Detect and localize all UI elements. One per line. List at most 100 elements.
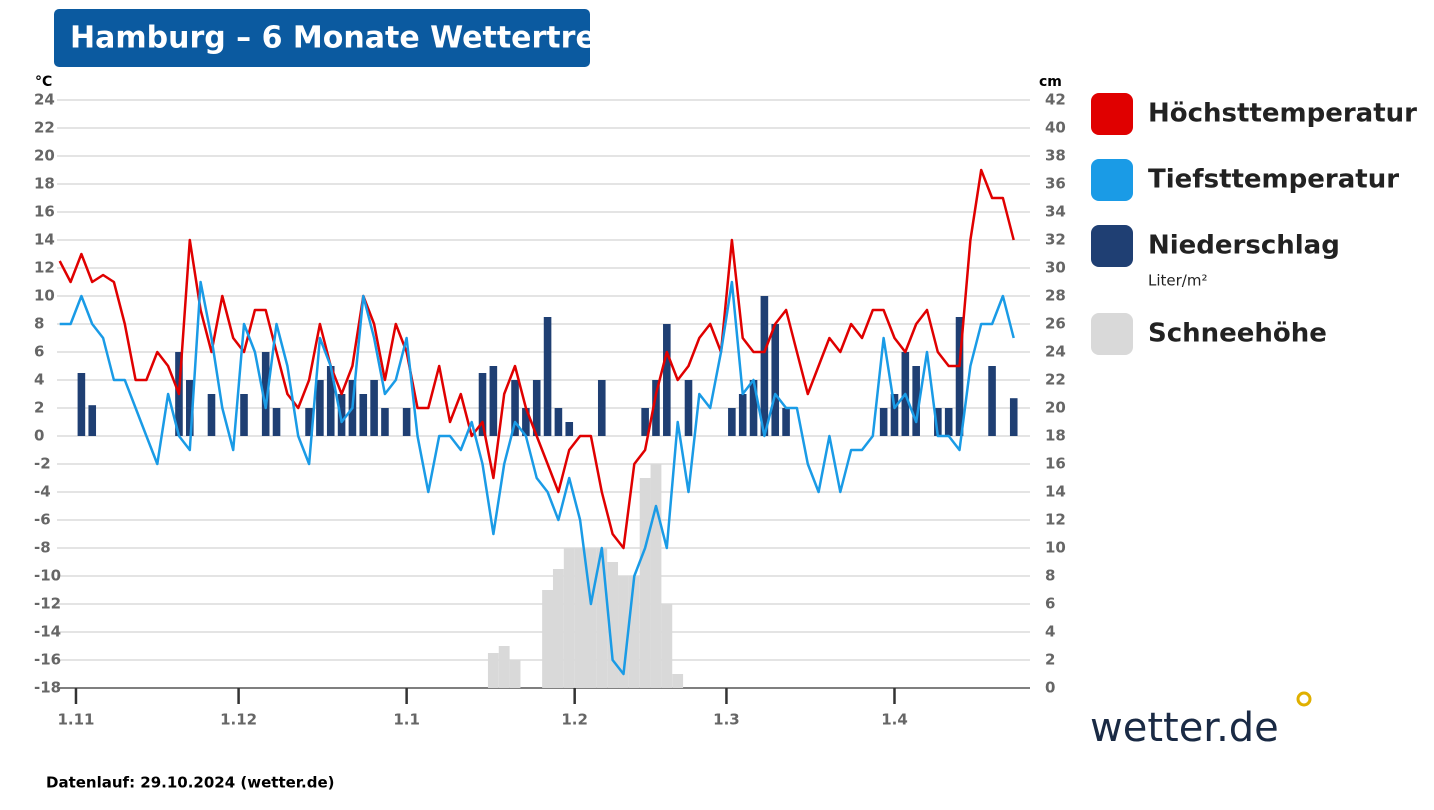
bar xyxy=(498,646,510,688)
y2-tick-label: 32 xyxy=(1045,231,1066,249)
bar xyxy=(672,674,684,688)
bar xyxy=(509,660,521,688)
y2-tick-label: 30 xyxy=(1045,259,1066,277)
y2-tick-label: 12 xyxy=(1045,511,1066,529)
y2-tick-label: 6 xyxy=(1045,595,1055,613)
bar xyxy=(402,408,411,436)
y-tick-label: 20 xyxy=(34,147,55,165)
bar xyxy=(641,408,649,436)
bar xyxy=(944,408,953,436)
y2-tick-label: 8 xyxy=(1045,567,1055,585)
bar xyxy=(478,373,487,436)
bar xyxy=(771,324,780,436)
legend-label: Niederschlag xyxy=(1148,231,1340,261)
bar xyxy=(879,408,888,436)
y-tick-label: -8 xyxy=(34,539,51,557)
y2-tick-label: 24 xyxy=(1045,343,1066,361)
y-tick-label: 14 xyxy=(34,231,55,249)
legend-swatch xyxy=(1091,225,1133,267)
bar xyxy=(890,394,899,436)
bar xyxy=(749,380,758,436)
bar xyxy=(316,380,324,436)
bar xyxy=(511,380,519,436)
y2-tick-label: 4 xyxy=(1045,623,1055,641)
y2-tick-label: 14 xyxy=(1045,483,1066,501)
bar xyxy=(532,380,541,436)
bar xyxy=(782,408,790,436)
bar xyxy=(186,380,194,436)
logo-dot xyxy=(1296,691,1312,707)
y-tick-label: 0 xyxy=(34,427,44,445)
bar xyxy=(381,408,389,436)
x-tick-label: 1.2 xyxy=(561,711,588,729)
bar xyxy=(596,548,608,688)
legend-swatch xyxy=(1091,313,1133,355)
bar xyxy=(305,408,313,436)
bar xyxy=(552,569,564,688)
legend-swatch xyxy=(1091,159,1133,201)
y2-tick-label: 42 xyxy=(1045,91,1066,109)
y-tick-label: -14 xyxy=(34,623,61,641)
line xyxy=(59,280,1015,676)
y-tick-label: 24 xyxy=(34,91,55,109)
title-box xyxy=(54,9,590,67)
y-tick-label: -16 xyxy=(34,651,61,669)
x-tick-label: 1.11 xyxy=(57,711,94,729)
bar xyxy=(934,408,942,436)
x-tick-label: 1.1 xyxy=(393,711,420,729)
bar xyxy=(489,366,498,436)
bar xyxy=(728,408,736,436)
bar xyxy=(912,366,920,436)
y-tick-label: 12 xyxy=(34,259,55,277)
footer: Datenlauf: 29.10.2024 (wetter.de) xyxy=(46,774,335,792)
y2-tick-label: 18 xyxy=(1045,427,1066,445)
bar xyxy=(563,548,575,688)
bar xyxy=(261,352,270,436)
bar xyxy=(1009,398,1018,436)
y2-tick-label: 26 xyxy=(1045,315,1066,333)
y2-tick-label: 16 xyxy=(1045,455,1066,473)
bar xyxy=(585,548,597,688)
bar xyxy=(618,576,629,688)
bar xyxy=(88,405,97,436)
y2-unit: cm xyxy=(1039,74,1062,90)
bar xyxy=(760,296,769,436)
legend-unit: Liter/m² xyxy=(1148,272,1207,290)
y-unit: °C xyxy=(35,74,52,90)
bar xyxy=(607,562,619,688)
bar xyxy=(684,380,693,436)
bar xyxy=(628,576,640,688)
y-tick-label: 10 xyxy=(34,287,55,305)
bar xyxy=(240,394,248,436)
y-tick-label: 22 xyxy=(34,119,55,137)
legend-swatch xyxy=(1091,93,1133,135)
bar xyxy=(522,408,530,436)
y2-tick-label: 40 xyxy=(1045,119,1066,137)
bar xyxy=(738,394,747,436)
y2-tick-label: 0 xyxy=(1045,679,1055,697)
legend-label: Tiefsttemperatur xyxy=(1148,165,1399,195)
y2-tick-label: 36 xyxy=(1045,175,1066,193)
bar xyxy=(77,373,86,436)
bar xyxy=(597,380,606,436)
bar xyxy=(988,366,996,436)
y-tick-label: 8 xyxy=(34,315,44,333)
bar xyxy=(272,408,281,436)
bar xyxy=(359,394,368,436)
bar xyxy=(565,422,574,436)
y-tick-label: 4 xyxy=(34,371,44,389)
y-tick-label: 18 xyxy=(34,175,55,193)
logo: wetter.de xyxy=(1090,705,1279,751)
line xyxy=(58,168,1015,550)
bar xyxy=(554,408,563,436)
x-tick-label: 1.3 xyxy=(713,711,740,729)
chart-title: Hamburg – 6 Monate Wettertrend xyxy=(70,21,639,56)
y2-tick-label: 34 xyxy=(1045,203,1066,221)
y-tick-label: -4 xyxy=(34,483,51,501)
y2-tick-label: 22 xyxy=(1045,371,1066,389)
y-tick-label: 16 xyxy=(34,203,55,221)
bar xyxy=(661,604,673,688)
y-tick-label: -6 xyxy=(34,511,51,529)
bar xyxy=(542,590,553,688)
